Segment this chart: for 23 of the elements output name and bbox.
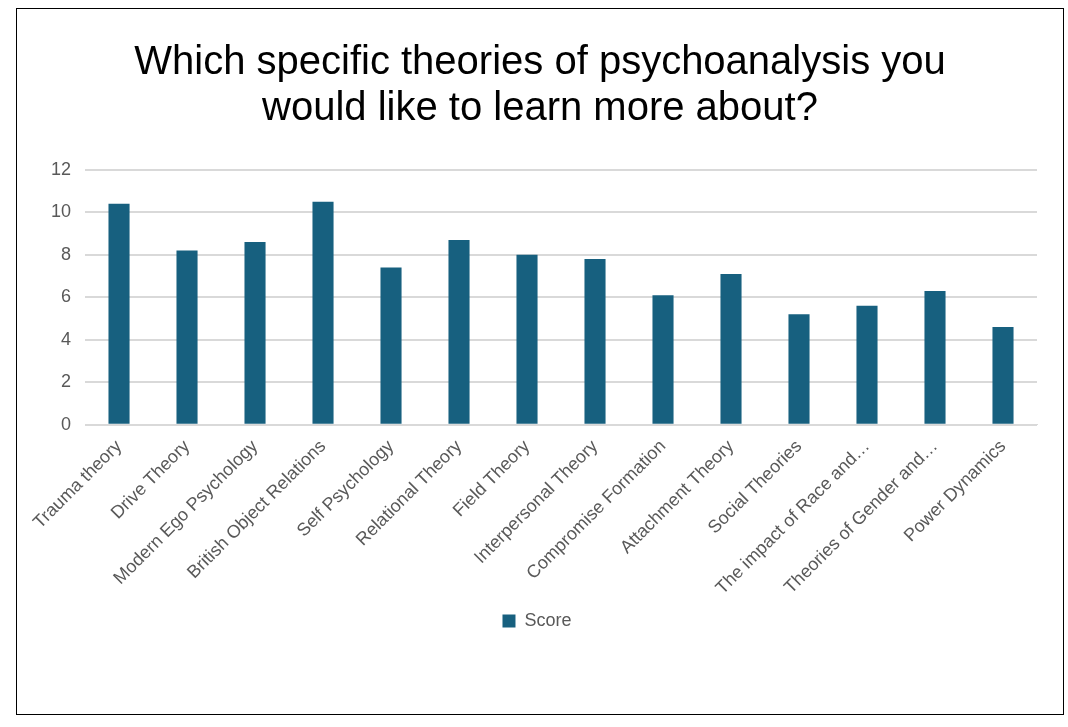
y-tick-label: 10 (50, 201, 72, 222)
bar (992, 327, 1014, 424)
legend-label: Score (524, 609, 572, 630)
y-tick-label: 4 (61, 328, 72, 349)
bar (924, 290, 946, 424)
y-tick-label: 2 (61, 371, 72, 392)
bar (244, 242, 266, 424)
y-tick-label: 8 (61, 243, 72, 264)
bar (448, 239, 470, 424)
y-tick-label: 12 (50, 158, 72, 179)
chart-title: Which specific theories of psychoanalysis you would like to learn more about? (133, 37, 947, 129)
bar (516, 254, 538, 424)
bar (652, 295, 674, 424)
bar (788, 314, 810, 424)
y-tick-label: 0 (61, 413, 72, 434)
bar (176, 250, 198, 424)
bar (108, 203, 130, 424)
bar (380, 267, 402, 424)
y-tick-label: 6 (61, 286, 72, 307)
bar (720, 273, 742, 424)
bar (312, 201, 334, 424)
bar (584, 259, 606, 424)
bar (856, 305, 878, 424)
